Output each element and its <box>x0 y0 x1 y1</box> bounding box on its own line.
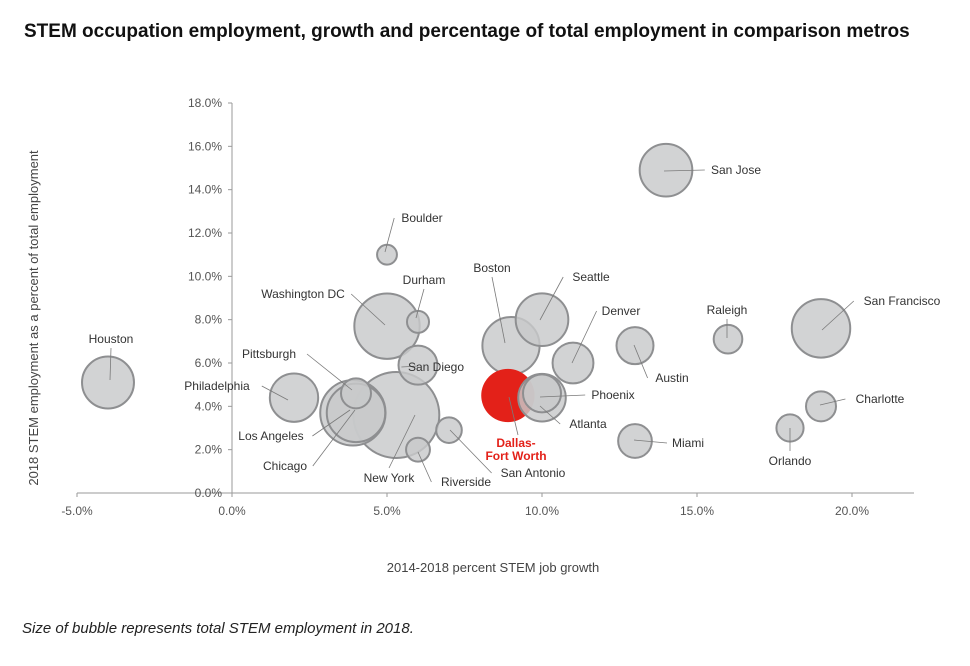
leader-atlanta <box>539 405 561 425</box>
x-tick-label: 20.0% <box>835 504 869 518</box>
bubble-miami <box>617 423 653 459</box>
leader-san-francisco <box>821 300 855 331</box>
leader-durham <box>415 288 425 319</box>
y-tick-label: 0.0% <box>195 486 223 500</box>
size-note: Size of bubble represents total STEM emp… <box>22 620 414 637</box>
label-austin: Austin <box>655 371 688 385</box>
y-axis-title: 2018 STEM employment as a percent of tot… <box>26 150 41 486</box>
y-tick-label: 6.0% <box>195 356 223 370</box>
label-san-antonio: San Antonio <box>501 466 566 480</box>
leader-miami <box>633 439 668 444</box>
label-raleigh: Raleigh <box>707 303 748 317</box>
y-tick-label: 10.0% <box>188 269 222 283</box>
label-denver: Denver <box>602 304 641 318</box>
x-tick-label: 5.0% <box>373 504 401 518</box>
bubble-philadelphia <box>268 372 320 423</box>
leader-phoenix <box>539 394 586 398</box>
label-orlando: Orlando <box>769 454 812 468</box>
x-tick-label: -5.0% <box>61 504 93 518</box>
leader-san-jose <box>663 169 705 172</box>
y-tick-label: 12.0% <box>188 226 222 240</box>
bubble-san-antonio <box>435 416 463 444</box>
leader-washington-dc <box>350 293 386 326</box>
y-tick-label: 18.0% <box>188 96 222 110</box>
label-pittsburgh: Pittsburgh <box>242 347 296 361</box>
label-dallas-fort-worth: Dallas-Fort Worth <box>485 436 546 463</box>
x-tick-label: 10.0% <box>525 504 559 518</box>
leader-riverside <box>417 451 432 483</box>
y-tick-label: 8.0% <box>195 313 223 327</box>
bubble-chart: 0.0% 2.0% 4.0% 6.0% 8.0% 10.0% 12.0% 14.0% 16.0%… <box>26 96 941 575</box>
y-tick-label: 16.0% <box>188 139 222 153</box>
label-philadelphia: Philadelphia <box>184 379 250 393</box>
bubble-riverside <box>405 436 431 463</box>
bubble-durham <box>406 309 430 334</box>
leader-charlotte <box>819 398 846 406</box>
chart-title: STEM occupation employment, growth and p… <box>24 21 910 42</box>
leader-boston <box>491 276 506 344</box>
label-miami: Miami <box>672 436 704 450</box>
label-houston: Houston <box>89 332 134 346</box>
bubble-phoenix <box>522 373 562 414</box>
bubble-austin <box>615 326 655 366</box>
y-tick-label: 2.0% <box>195 443 223 457</box>
leader-houston <box>109 347 112 381</box>
bubble-pittsburgh <box>340 377 372 410</box>
label-atlanta: Atlanta <box>569 417 607 431</box>
leader-denver <box>571 310 597 364</box>
label-phoenix: Phoenix <box>591 388 634 402</box>
bubble-seattle <box>514 292 570 347</box>
label-los-angeles: Los Angeles <box>238 429 303 443</box>
bubble-charlotte <box>805 390 837 423</box>
leader-pittsburgh <box>306 353 353 391</box>
bubble-san-francisco <box>790 298 852 359</box>
leader-los-angeles <box>312 409 351 437</box>
leader-boulder <box>384 217 395 253</box>
label-chicago: Chicago <box>263 459 307 473</box>
x-tick-label: 15.0% <box>680 504 714 518</box>
y-tick-label: 14.0% <box>188 183 222 197</box>
leader-austin <box>633 344 648 379</box>
x-tick-label: 0.0% <box>218 504 246 518</box>
y-tick-label: 4.0% <box>195 399 223 413</box>
bubble-san-diego <box>397 344 439 386</box>
label-durham: Durham <box>403 273 446 287</box>
label-boston: Boston <box>473 261 510 275</box>
label-san-diego: San Diego <box>408 360 464 374</box>
leader-philadelphia <box>261 385 289 401</box>
bubble-houston <box>81 355 135 410</box>
leader-chicago <box>312 409 356 467</box>
bubble-boulder <box>376 243 398 266</box>
bubble-denver <box>551 341 595 385</box>
bubble-raleigh <box>712 323 744 355</box>
leader-new-york <box>388 414 416 469</box>
label-seattle: Seattle <box>572 270 610 284</box>
x-axis-title: 2014-2018 percent STEM job growth <box>387 560 599 575</box>
label-boulder: Boulder <box>401 211 442 225</box>
label-riverside: Riverside <box>441 475 491 489</box>
label-washington-dc: Washington DC <box>261 287 345 301</box>
label-new-york: New York <box>364 471 416 485</box>
leader-dallas-fort-worth <box>508 396 519 436</box>
label-charlotte: Charlotte <box>856 392 905 406</box>
label-san-jose: San Jose <box>711 163 761 177</box>
label-san-francisco: San Francisco <box>864 294 941 308</box>
leader-seattle <box>539 276 564 321</box>
leader-san-antonio <box>449 429 492 474</box>
leader-san-diego <box>401 365 419 368</box>
